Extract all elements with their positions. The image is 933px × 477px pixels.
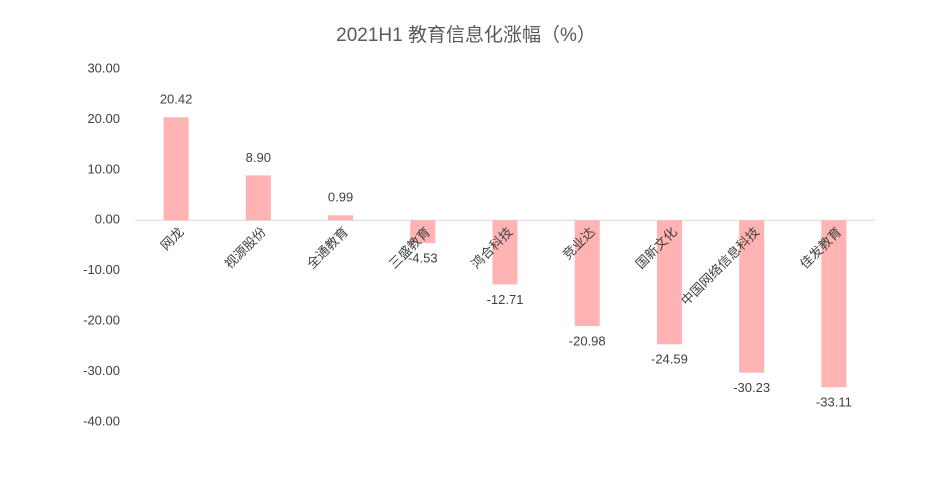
bar	[656, 220, 682, 345]
data-label: 8.90	[246, 150, 271, 165]
y-tick-label: -10.00	[83, 262, 120, 277]
x-tick-label: 全通教育	[304, 224, 351, 271]
y-tick-label: 10.00	[87, 161, 120, 176]
x-tick-label: 网龙	[158, 224, 187, 253]
y-tick-label: 20.00	[87, 111, 120, 126]
x-tick-label: 视源股份	[221, 224, 268, 271]
bar	[739, 220, 765, 373]
y-tick-label: -30.00	[83, 363, 120, 378]
data-label: -4.53	[408, 251, 438, 266]
data-label: -24.59	[651, 352, 688, 367]
bar	[410, 220, 436, 244]
y-tick-label: -20.00	[83, 313, 120, 328]
bar	[574, 220, 600, 327]
data-label: -30.23	[733, 380, 770, 395]
y-tick-label: -40.00	[83, 413, 120, 428]
bar	[492, 220, 518, 285]
data-label: -12.71	[487, 292, 524, 307]
bar	[245, 175, 271, 221]
y-tick-label: 30.00	[87, 60, 120, 75]
data-label: -33.11	[816, 395, 852, 410]
bar	[821, 220, 847, 388]
data-label: 20.42	[160, 92, 193, 107]
bar	[163, 117, 189, 221]
chart-title: 2021H1 教育信息化涨幅（%）	[336, 24, 596, 46]
data-label: 0.99	[328, 190, 353, 205]
data-label: -20.98	[569, 334, 606, 349]
bar	[328, 215, 354, 221]
y-tick-label: 0.00	[95, 212, 120, 227]
